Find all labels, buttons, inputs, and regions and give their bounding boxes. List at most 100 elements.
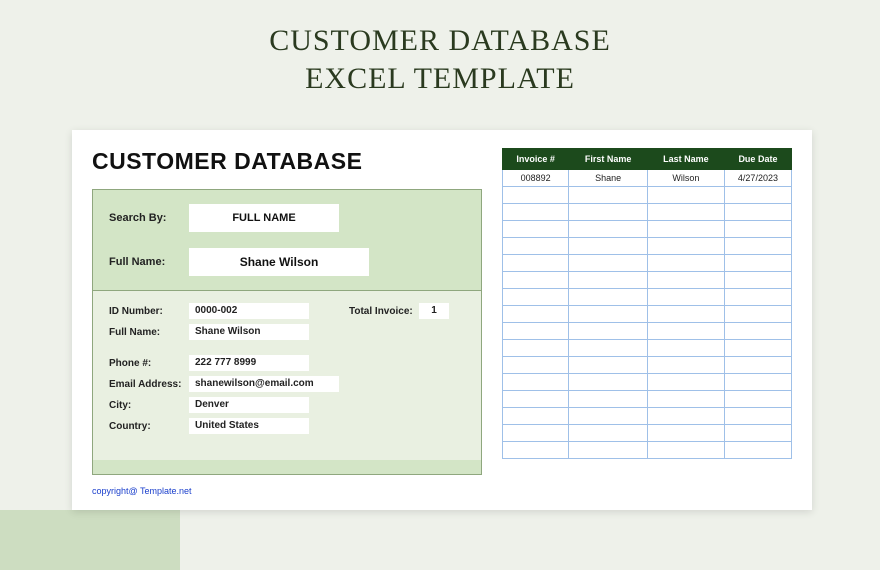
table-cell[interactable] [647, 204, 724, 221]
table-row[interactable] [503, 391, 792, 408]
table-cell[interactable] [724, 425, 791, 442]
table-row[interactable] [503, 255, 792, 272]
table-cell[interactable] [647, 340, 724, 357]
detail-fullname-value[interactable]: Shane Wilson [189, 324, 309, 340]
table-cell[interactable] [503, 425, 569, 442]
table-cell[interactable] [503, 204, 569, 221]
table-row[interactable]: 008892ShaneWilson4/27/2023 [503, 170, 792, 187]
table-row[interactable] [503, 323, 792, 340]
table-cell[interactable] [569, 289, 648, 306]
table-cell[interactable] [503, 323, 569, 340]
table-cell[interactable] [503, 442, 569, 459]
table-cell[interactable] [647, 255, 724, 272]
table-cell[interactable] [647, 391, 724, 408]
table-cell[interactable] [569, 204, 648, 221]
table-cell[interactable] [647, 187, 724, 204]
table-cell[interactable] [569, 272, 648, 289]
table-cell[interactable] [647, 238, 724, 255]
table-cell[interactable]: 008892 [503, 170, 569, 187]
detail-fullname-label: Full Name: [109, 327, 189, 338]
table-cell[interactable]: Shane [569, 170, 648, 187]
table-cell[interactable] [724, 289, 791, 306]
table-cell[interactable] [647, 306, 724, 323]
table-row[interactable] [503, 238, 792, 255]
table-cell[interactable] [647, 425, 724, 442]
table-row[interactable] [503, 306, 792, 323]
table-cell[interactable] [569, 425, 648, 442]
table-cell[interactable] [647, 221, 724, 238]
table-row[interactable] [503, 442, 792, 459]
table-cell[interactable] [724, 272, 791, 289]
table-cell[interactable] [647, 442, 724, 459]
table-row[interactable] [503, 408, 792, 425]
table-cell[interactable] [724, 323, 791, 340]
table-cell[interactable] [647, 323, 724, 340]
table-cell[interactable] [647, 289, 724, 306]
table-cell[interactable] [569, 357, 648, 374]
table-cell[interactable] [503, 255, 569, 272]
table-cell[interactable] [569, 340, 648, 357]
table-cell[interactable] [503, 391, 569, 408]
table-cell[interactable] [569, 391, 648, 408]
table-cell[interactable] [724, 238, 791, 255]
total-invoice-value[interactable]: 1 [419, 303, 449, 319]
table-cell[interactable] [647, 272, 724, 289]
table-cell[interactable] [503, 272, 569, 289]
table-cell[interactable] [569, 374, 648, 391]
table-cell[interactable] [569, 255, 648, 272]
table-cell[interactable] [569, 306, 648, 323]
table-cell[interactable] [503, 340, 569, 357]
table-cell[interactable]: Wilson [647, 170, 724, 187]
table-cell[interactable] [724, 391, 791, 408]
table-cell[interactable] [724, 340, 791, 357]
col-lastname: Last Name [647, 149, 724, 170]
table-row[interactable] [503, 289, 792, 306]
table-cell[interactable] [647, 374, 724, 391]
fullname-input[interactable]: Shane Wilson [189, 248, 369, 276]
country-value[interactable]: United States [189, 418, 309, 434]
table-cell[interactable] [503, 408, 569, 425]
table-cell[interactable] [503, 187, 569, 204]
email-value[interactable]: shanewilson@email.com [189, 376, 339, 392]
table-row[interactable] [503, 340, 792, 357]
table-cell[interactable] [724, 255, 791, 272]
table-cell[interactable] [724, 221, 791, 238]
table-cell[interactable] [503, 289, 569, 306]
table-cell[interactable] [503, 374, 569, 391]
table-cell[interactable] [503, 357, 569, 374]
table-row[interactable] [503, 357, 792, 374]
table-cell[interactable] [647, 408, 724, 425]
table-cell[interactable] [569, 221, 648, 238]
table-cell[interactable] [503, 238, 569, 255]
table-cell[interactable] [503, 306, 569, 323]
invoice-table: Invoice # First Name Last Name Due Date … [502, 148, 792, 459]
table-cell[interactable] [503, 221, 569, 238]
table-row[interactable] [503, 221, 792, 238]
table-cell[interactable] [724, 408, 791, 425]
city-label: City: [109, 400, 189, 411]
table-cell[interactable]: 4/27/2023 [724, 170, 791, 187]
id-number-value[interactable]: 0000-002 [189, 303, 309, 319]
table-row[interactable] [503, 272, 792, 289]
table-cell[interactable] [569, 238, 648, 255]
table-row[interactable] [503, 425, 792, 442]
copyright-link[interactable]: copyright@ Template.net [92, 486, 792, 496]
table-cell[interactable] [724, 442, 791, 459]
table-cell[interactable] [724, 306, 791, 323]
table-cell[interactable] [569, 442, 648, 459]
table-row[interactable] [503, 204, 792, 221]
search-by-input[interactable]: FULL NAME [189, 204, 339, 232]
table-cell[interactable] [569, 323, 648, 340]
city-value[interactable]: Denver [189, 397, 309, 413]
phone-value[interactable]: 222 777 8999 [189, 355, 309, 371]
table-cell[interactable] [724, 374, 791, 391]
table-row[interactable] [503, 187, 792, 204]
table-cell[interactable] [724, 204, 791, 221]
table-cell[interactable] [569, 187, 648, 204]
table-row[interactable] [503, 374, 792, 391]
table-cell[interactable] [724, 357, 791, 374]
details-section: ID Number: 0000-002 Total Invoice: 1 Ful… [93, 291, 481, 460]
table-cell[interactable] [569, 408, 648, 425]
table-cell[interactable] [647, 357, 724, 374]
table-cell[interactable] [724, 187, 791, 204]
